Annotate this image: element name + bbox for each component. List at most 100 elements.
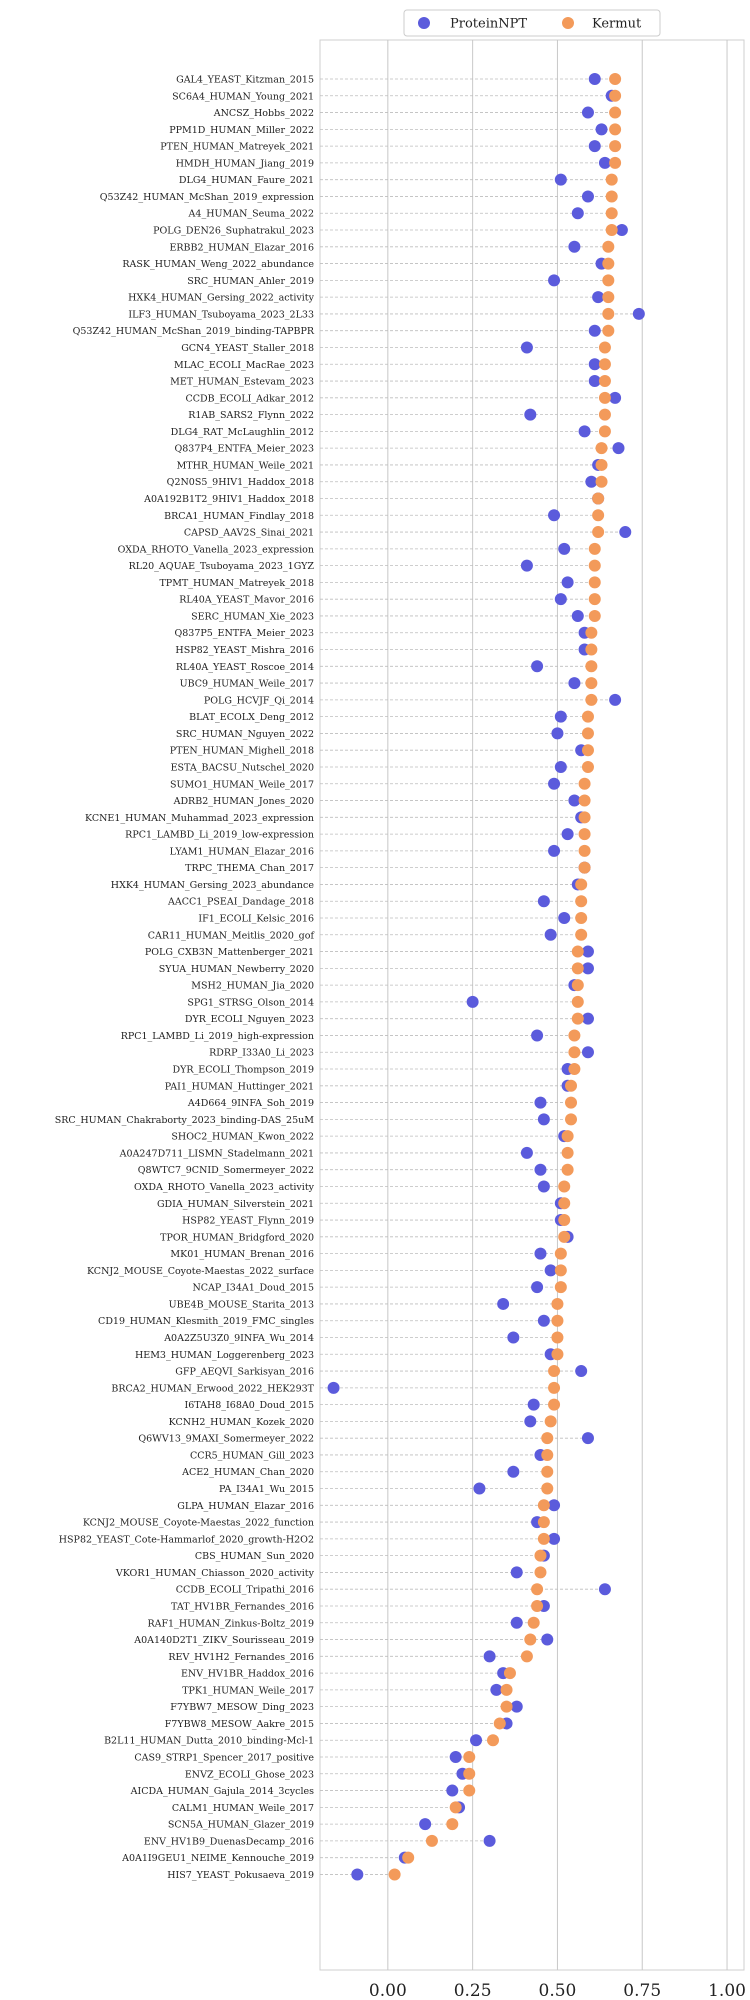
y-tick-label: ACE2_HUMAN_Chan_2020 (181, 1467, 314, 1478)
y-tick-label: SC6A4_HUMAN_Young_2021 (172, 91, 314, 102)
y-tick-label: MK01_HUMAN_Brenan_2016 (170, 1249, 314, 1260)
y-tick-label: HIS7_YEAST_Pokusaeva_2019 (167, 1870, 314, 1881)
point-kermut (609, 89, 622, 102)
point-proteinnpt (524, 408, 537, 421)
point-kermut (541, 1432, 554, 1445)
y-tick-label: ENV_HV1B9_DuenasDecamp_2016 (144, 1836, 314, 1847)
y-tick-label: SCN5A_HUMAN_Glazer_2019 (168, 1820, 314, 1831)
point-kermut (548, 1398, 561, 1411)
point-kermut (592, 509, 605, 522)
point-proteinnpt (548, 509, 561, 522)
point-kermut (486, 1734, 499, 1747)
y-tick-label: DLG4_RAT_McLaughlin_2012 (171, 427, 314, 438)
y-tick-label: ADRB2_HUMAN_Jones_2020 (173, 796, 314, 807)
y-tick-label: SPG1_STRSG_Olson_2014 (187, 997, 314, 1008)
y-tick-label: POLG_DEN26_Suphatrakul_2023 (153, 226, 314, 237)
y-tick-label: CAS9_STRP1_Spencer_2017_positive (134, 1753, 314, 1764)
point-proteinnpt (568, 240, 581, 253)
point-proteinnpt (507, 1465, 520, 1478)
point-kermut (575, 912, 588, 924)
point-proteinnpt (632, 307, 645, 320)
point-proteinnpt (548, 1532, 561, 1545)
point-proteinnpt (554, 593, 567, 606)
y-tick-label: I6TAH8_I68A0_Doud_2015 (184, 1400, 314, 1411)
point-kermut (592, 492, 605, 505)
y-tick-label: ERBB2_HUMAN_Elazar_2016 (169, 242, 314, 253)
y-tick-label: PPM1D_HUMAN_Miller_2022 (169, 125, 314, 136)
point-kermut (524, 1633, 537, 1646)
point-kermut (605, 207, 618, 220)
point-proteinnpt (581, 190, 594, 203)
point-kermut (588, 576, 601, 589)
point-proteinnpt (554, 710, 567, 723)
point-kermut (548, 1381, 561, 1394)
y-tick-label: PA_I34A1_Wu_2015 (219, 1484, 314, 1495)
y-tick-label: UBC9_HUMAN_Weile_2017 (180, 679, 314, 690)
vertical-grid (387, 40, 728, 1970)
y-tick-label: RPC1_LAMBD_Li_2019_low-expression (125, 830, 314, 841)
y-tick-label: REV_HV1H2_Fernandes_2016 (168, 1652, 314, 1663)
point-kermut (588, 542, 601, 555)
y-tick-label: KCNJ2_MOUSE_Coyote-Maestas_2022_function (83, 1518, 314, 1529)
point-proteinnpt (520, 559, 533, 572)
y-tick-label: A0A140D2T1_ZIKV_Sourisseau_2019 (133, 1635, 314, 1646)
point-kermut (609, 73, 622, 85)
point-kermut (578, 861, 591, 874)
point-kermut (595, 475, 608, 488)
point-proteinnpt (483, 1834, 496, 1847)
point-kermut (605, 224, 618, 237)
y-tick-label: CALM1_HUMAN_Weile_2017 (172, 1803, 314, 1814)
y-tick-label: GDIA_HUMAN_Silverstein_2021 (157, 1199, 314, 1210)
y-tick-label: ENV_HV1BR_Haddox_2016 (181, 1669, 314, 1680)
point-proteinnpt (609, 391, 622, 404)
point-proteinnpt (544, 1264, 557, 1277)
y-tick-label: NCAP_I34A1_Doud_2015 (192, 1283, 314, 1294)
point-proteinnpt (568, 677, 581, 690)
y-tick-label: ANCSZ_Hobbs_2022 (213, 108, 314, 119)
legend-box (403, 9, 661, 37)
y-tick-label: HSP82_YEAST_Flynn_2019 (182, 1216, 314, 1227)
point-kermut (578, 828, 591, 841)
point-kermut (388, 1868, 401, 1881)
y-tick-label: MTHR_HUMAN_Weile_2021 (177, 460, 314, 471)
y-tick-label: Q53Z42_HUMAN_McShan_2019_expression (100, 192, 314, 203)
x-tick-label: 0.25 (454, 1981, 492, 2000)
point-proteinnpt (446, 1784, 459, 1797)
point-proteinnpt (510, 1566, 523, 1579)
point-proteinnpt (483, 1650, 496, 1663)
point-proteinnpt (558, 912, 571, 924)
point-kermut (585, 643, 598, 656)
point-kermut (571, 979, 584, 992)
y-tick-label: MET_HUMAN_Estevam_2023 (170, 377, 314, 388)
y-tick-label: TPMT_HUMAN_Matreyek_2018 (159, 578, 314, 589)
point-kermut (575, 895, 588, 908)
y-tick-label: BRCA1_HUMAN_Findlay_2018 (164, 511, 314, 522)
y-tick-label: GAL4_YEAST_Kitzman_2015 (176, 75, 314, 86)
point-kermut (598, 358, 611, 371)
y-tick-label: AICDA_HUMAN_Gajula_2014_3cycles (130, 1786, 314, 1797)
point-kermut (544, 1415, 557, 1428)
point-kermut (500, 1683, 513, 1696)
point-kermut (602, 257, 615, 270)
point-kermut (558, 1214, 571, 1227)
point-kermut (598, 425, 611, 438)
point-kermut (541, 1482, 554, 1495)
legend-label-proteinnpt: ProteinNPT (450, 17, 527, 32)
y-tick-label: BLAT_ECOLX_Deng_2012 (189, 712, 314, 723)
y-tick-label: Q837P5_ENTFA_Meier_2023 (174, 628, 314, 639)
y-tick-label: F7YBW8_MESOW_Aakre_2015 (165, 1719, 314, 1730)
y-tick-label: GLPA_HUMAN_Elazar_2016 (177, 1501, 314, 1512)
point-kermut (571, 1012, 584, 1025)
y-tick-label: BRCA2_HUMAN_Erwood_2022_HEK293T (111, 1383, 314, 1394)
point-kermut (609, 156, 622, 169)
point-proteinnpt (588, 358, 601, 371)
y-tick-label: PTEN_HUMAN_Mighell_2018 (170, 746, 314, 757)
point-proteinnpt (548, 1499, 561, 1512)
point-proteinnpt (520, 341, 533, 354)
point-proteinnpt (419, 1818, 432, 1831)
point-kermut (602, 324, 615, 337)
point-proteinnpt (510, 1700, 523, 1713)
point-proteinnpt (510, 1616, 523, 1629)
point-proteinnpt (581, 1012, 594, 1025)
y-tick-label: PAI1_HUMAN_Huttinger_2021 (165, 1081, 314, 1092)
